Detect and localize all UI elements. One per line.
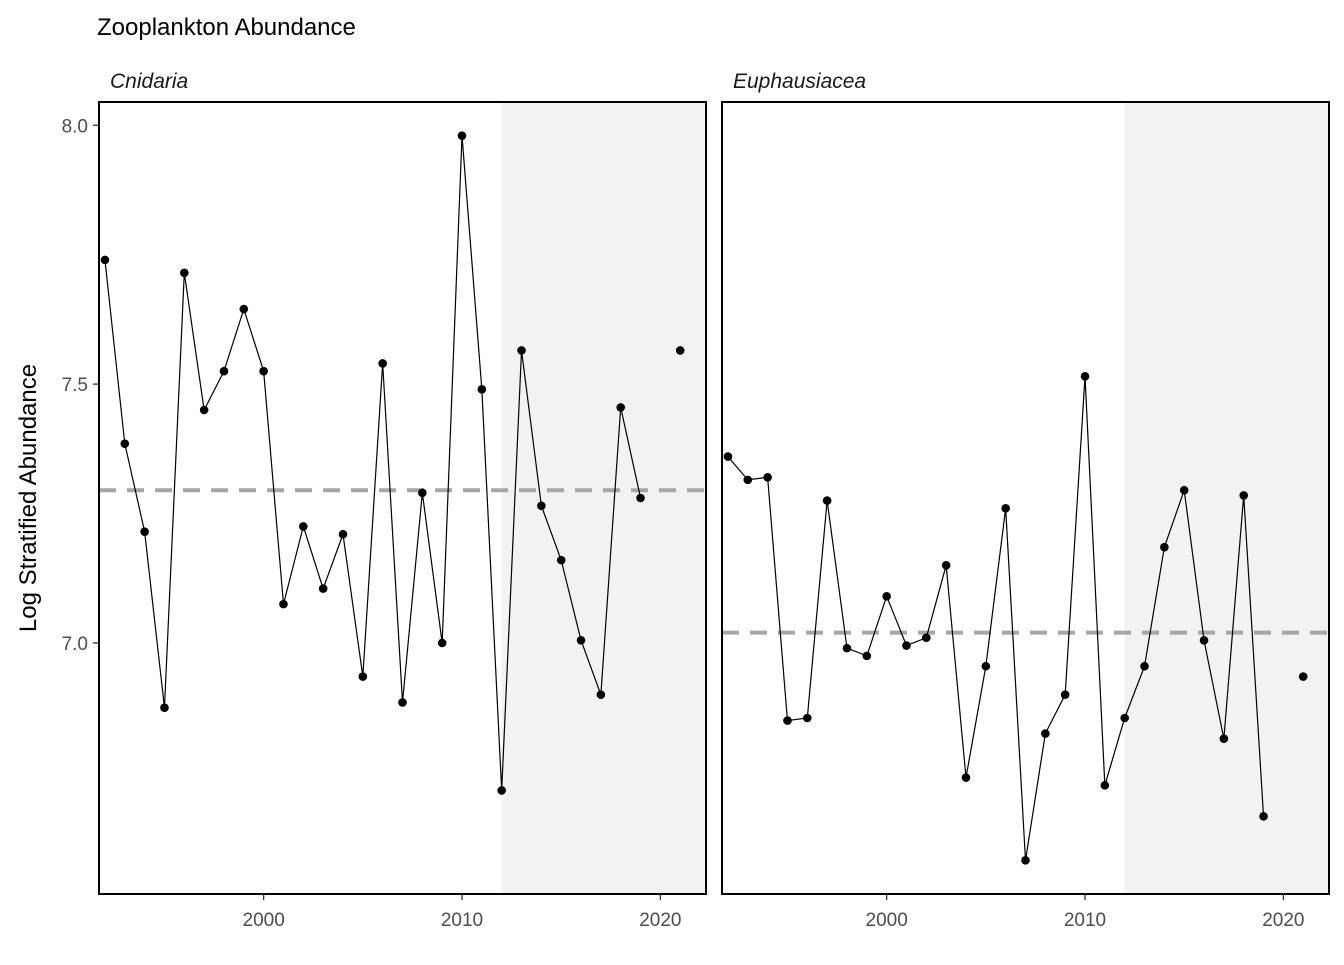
data-point [279, 599, 288, 609]
data-point [862, 651, 872, 661]
data-point [120, 439, 130, 448]
data-point [1219, 734, 1229, 744]
panel-border [721, 101, 1330, 895]
y-tick-label: 8.0 [62, 116, 88, 137]
data-point [1100, 780, 1110, 790]
data-point [922, 633, 931, 643]
y-tick-label: 7.0 [62, 634, 88, 655]
data-point [1179, 485, 1189, 495]
data-point [783, 716, 792, 725]
data-point [902, 641, 911, 650]
data-point [675, 346, 685, 355]
data-point [1239, 491, 1249, 500]
data-point [418, 488, 427, 498]
data-point [537, 501, 546, 511]
data-point [318, 584, 328, 593]
data-point [259, 366, 268, 376]
panel-strip-label: Cnidaria [110, 70, 188, 93]
data-point [477, 384, 487, 394]
data-point [763, 472, 772, 482]
data-point [1140, 661, 1149, 671]
panels-layer: Cnidaria 2000 2010 2020 7.0 7.5 8.0 Euphausiace… [62, 70, 1330, 931]
x-tick-label: 2000 [243, 910, 285, 931]
data-point [358, 672, 368, 681]
data-point [179, 268, 189, 278]
x-tick-label: 2010 [1064, 910, 1106, 931]
shaded-region [1124, 102, 1329, 894]
data-point [1060, 690, 1070, 700]
data-point [1199, 636, 1209, 645]
series-line [727, 376, 1265, 861]
shaded-region [501, 102, 706, 894]
data-point [743, 475, 753, 485]
data-point [576, 636, 586, 645]
panel-border [98, 101, 707, 895]
data-point [100, 255, 110, 265]
data-point [802, 713, 812, 723]
x-tick-label: 2020 [639, 910, 681, 931]
data-point [1259, 812, 1268, 821]
data-point [1298, 672, 1308, 681]
data-point [556, 555, 566, 565]
data-point [1120, 713, 1129, 723]
data-point [1041, 729, 1050, 738]
data-point [822, 496, 832, 505]
data-point [616, 403, 626, 412]
data-point [961, 773, 971, 782]
data-point [882, 592, 891, 601]
y-tick-label: 7.5 [62, 375, 88, 396]
data-point [140, 527, 149, 536]
data-point [338, 529, 348, 539]
series-group [723, 372, 1308, 865]
data-point [596, 690, 606, 700]
data-point [636, 493, 645, 503]
series-line [104, 135, 642, 791]
y-axis-label: Log Stratified Abundance [15, 364, 42, 632]
data-point [723, 452, 733, 461]
data-point [1001, 504, 1010, 513]
data-point [299, 522, 308, 531]
data-point [981, 661, 991, 671]
data-point [1080, 372, 1090, 381]
data-point [239, 304, 249, 314]
x-tick-label: 2020 [1262, 910, 1304, 931]
data-point [941, 560, 951, 570]
data-point [517, 346, 526, 355]
panel-euphausiacea: Euphausiacea 2000 2010 2020 [721, 70, 1330, 931]
data-point [398, 698, 407, 707]
data-point [1160, 542, 1169, 552]
data-point [219, 366, 229, 376]
data-point [199, 405, 209, 415]
panel-strip-label: Euphausiacea [733, 70, 866, 93]
series-group [100, 131, 685, 795]
data-point [457, 131, 467, 140]
chart-title: Zooplankton Abundance [97, 14, 356, 41]
x-tick-label: 2010 [441, 910, 483, 931]
data-point [842, 643, 852, 653]
x-tick-label: 2000 [866, 910, 908, 931]
panel-cnidaria: Cnidaria 2000 2010 2020 7.0 7.5 8.0 [62, 70, 707, 931]
data-point [160, 703, 169, 712]
data-point [1021, 856, 1030, 865]
data-point [497, 786, 506, 795]
data-point [378, 359, 387, 368]
data-point [437, 638, 447, 648]
